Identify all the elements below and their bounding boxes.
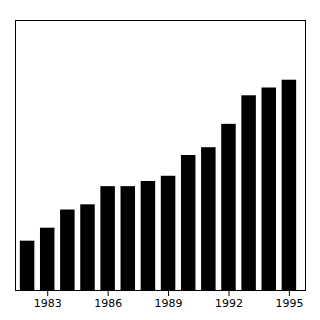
svg-text:1995: 1995 (275, 297, 303, 310)
svg-text:1983: 1983 (34, 297, 62, 310)
svg-text:1989: 1989 (155, 297, 183, 310)
svg-text:1992: 1992 (215, 297, 243, 310)
svg-text:1986: 1986 (94, 297, 122, 310)
